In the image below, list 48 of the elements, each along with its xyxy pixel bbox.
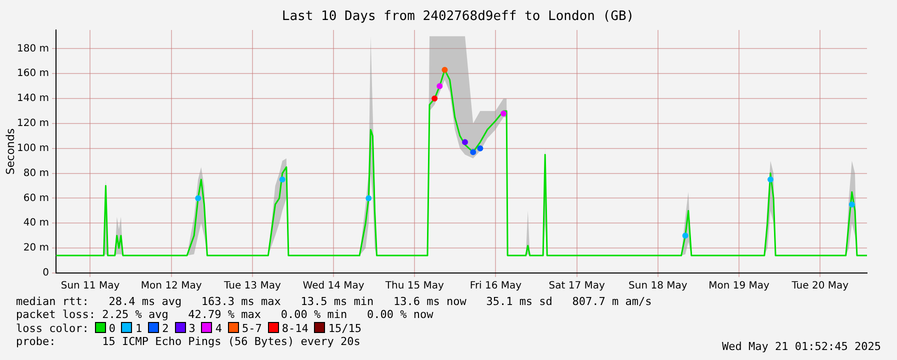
y-tick-label: 20 m <box>23 242 50 254</box>
y-tick-label: 60 m <box>23 192 50 204</box>
x-tick-label: Tue 13 May <box>223 280 281 292</box>
point <box>682 232 688 239</box>
x-tick-label: Sat 17 May <box>548 280 605 292</box>
chart-title: Last 10 Days from 2402768d9eff to London (GB) <box>282 9 634 24</box>
point <box>470 149 476 156</box>
x-tick-label: Mon 19 May <box>708 280 770 292</box>
x-tick-label: Wed 14 May <box>302 280 364 292</box>
point <box>279 176 286 183</box>
x-tick-label: Fri 16 May <box>470 280 522 292</box>
point <box>500 110 507 116</box>
y-tick-label: 40 m <box>23 218 50 229</box>
y-tick-label: 120 m <box>16 118 50 130</box>
x-tick-label: Sun 18 May <box>628 280 688 292</box>
point <box>432 96 438 102</box>
y-tick-label: 0 <box>42 268 50 279</box>
point <box>366 195 372 202</box>
legend-label: 4 <box>215 322 222 335</box>
text: median rtt: 28.4 ms avg 163.3 ms max 13.5 ms min 13.6 ms now 35.1 ms sd 807.7 m am/s <box>16 295 652 308</box>
point <box>477 145 484 152</box>
y-axis-title: Seconds <box>4 128 17 175</box>
legend-label: 8-14 <box>282 322 308 335</box>
y-tick-label: 160 m <box>16 68 50 80</box>
x-tick-label: Tue 20 May <box>790 280 849 292</box>
point <box>442 66 448 73</box>
point <box>195 195 202 202</box>
legend-label: 1 <box>135 322 142 335</box>
text: Wed May 21 01:52:45 2025 <box>722 340 881 353</box>
text: packet loss: 2.25 % avg 42.79 % max 0.00 % min 0.00 % now <box>16 308 434 321</box>
legend-label: 3 <box>188 322 196 335</box>
text: probe: 15 ICMP Echo Pings (56 Bytes) every 20s <box>16 335 360 348</box>
legend-label: 2 <box>162 322 169 335</box>
y-tick-label: 100 m <box>16 142 50 154</box>
point <box>436 83 443 90</box>
legend-label: 0 <box>108 322 116 335</box>
point <box>462 139 468 146</box>
x-tick-label: Thu 15 May <box>384 280 444 292</box>
y-tick-label: 80 m <box>23 168 50 179</box>
x-tick-label: Mon 12 May <box>140 280 202 292</box>
y-tick-label: 180 m <box>16 43 50 54</box>
x-tick-label: Sun 11 May <box>60 280 120 292</box>
y-tick-label: 140 m <box>16 93 50 104</box>
legend-label: 5-7 <box>242 322 262 335</box>
point <box>767 176 774 183</box>
legend-label: 15/15 <box>328 322 362 335</box>
point <box>848 201 855 208</box>
legend-title: loss color: <box>16 322 89 335</box>
